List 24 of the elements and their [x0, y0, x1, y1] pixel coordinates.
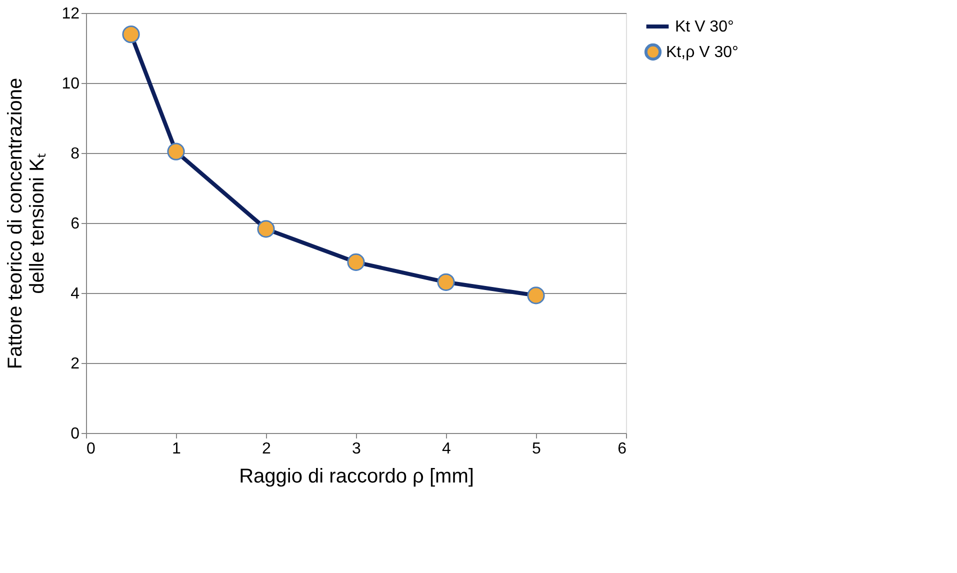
x-tick-label: 0	[86, 440, 96, 458]
x-tick-label: 5	[532, 440, 542, 458]
x-tick-label: 2	[262, 440, 272, 458]
x-tick-label: 4	[442, 440, 452, 458]
legend-label: Kt,ρ V 30°	[666, 44, 738, 61]
x-tick-label: 3	[352, 440, 362, 458]
point	[122, 26, 140, 44]
x-tick-label: 6	[618, 440, 627, 458]
y-tick-label: 6	[70, 216, 80, 232]
y-tick-label: 4	[70, 286, 80, 302]
y-tick-label: 8	[70, 146, 80, 162]
y-tick-label: 2	[70, 356, 80, 372]
point	[527, 286, 545, 304]
point	[167, 142, 185, 160]
y-axis-title: Fattore teorico di concentrazione delle tensioni Kₜ	[4, 78, 49, 370]
y-tick-label: 0	[70, 426, 80, 442]
y-tick-label: 12	[62, 6, 80, 22]
point	[437, 273, 455, 291]
point	[347, 253, 365, 271]
legend-label: Kt V 30°	[675, 18, 734, 36]
y-tick-label: 10	[62, 76, 80, 92]
point	[257, 220, 275, 238]
x-tick-label: 1	[172, 440, 182, 458]
x-axis-title: Raggio di raccordo ρ [mm]	[239, 466, 474, 488]
